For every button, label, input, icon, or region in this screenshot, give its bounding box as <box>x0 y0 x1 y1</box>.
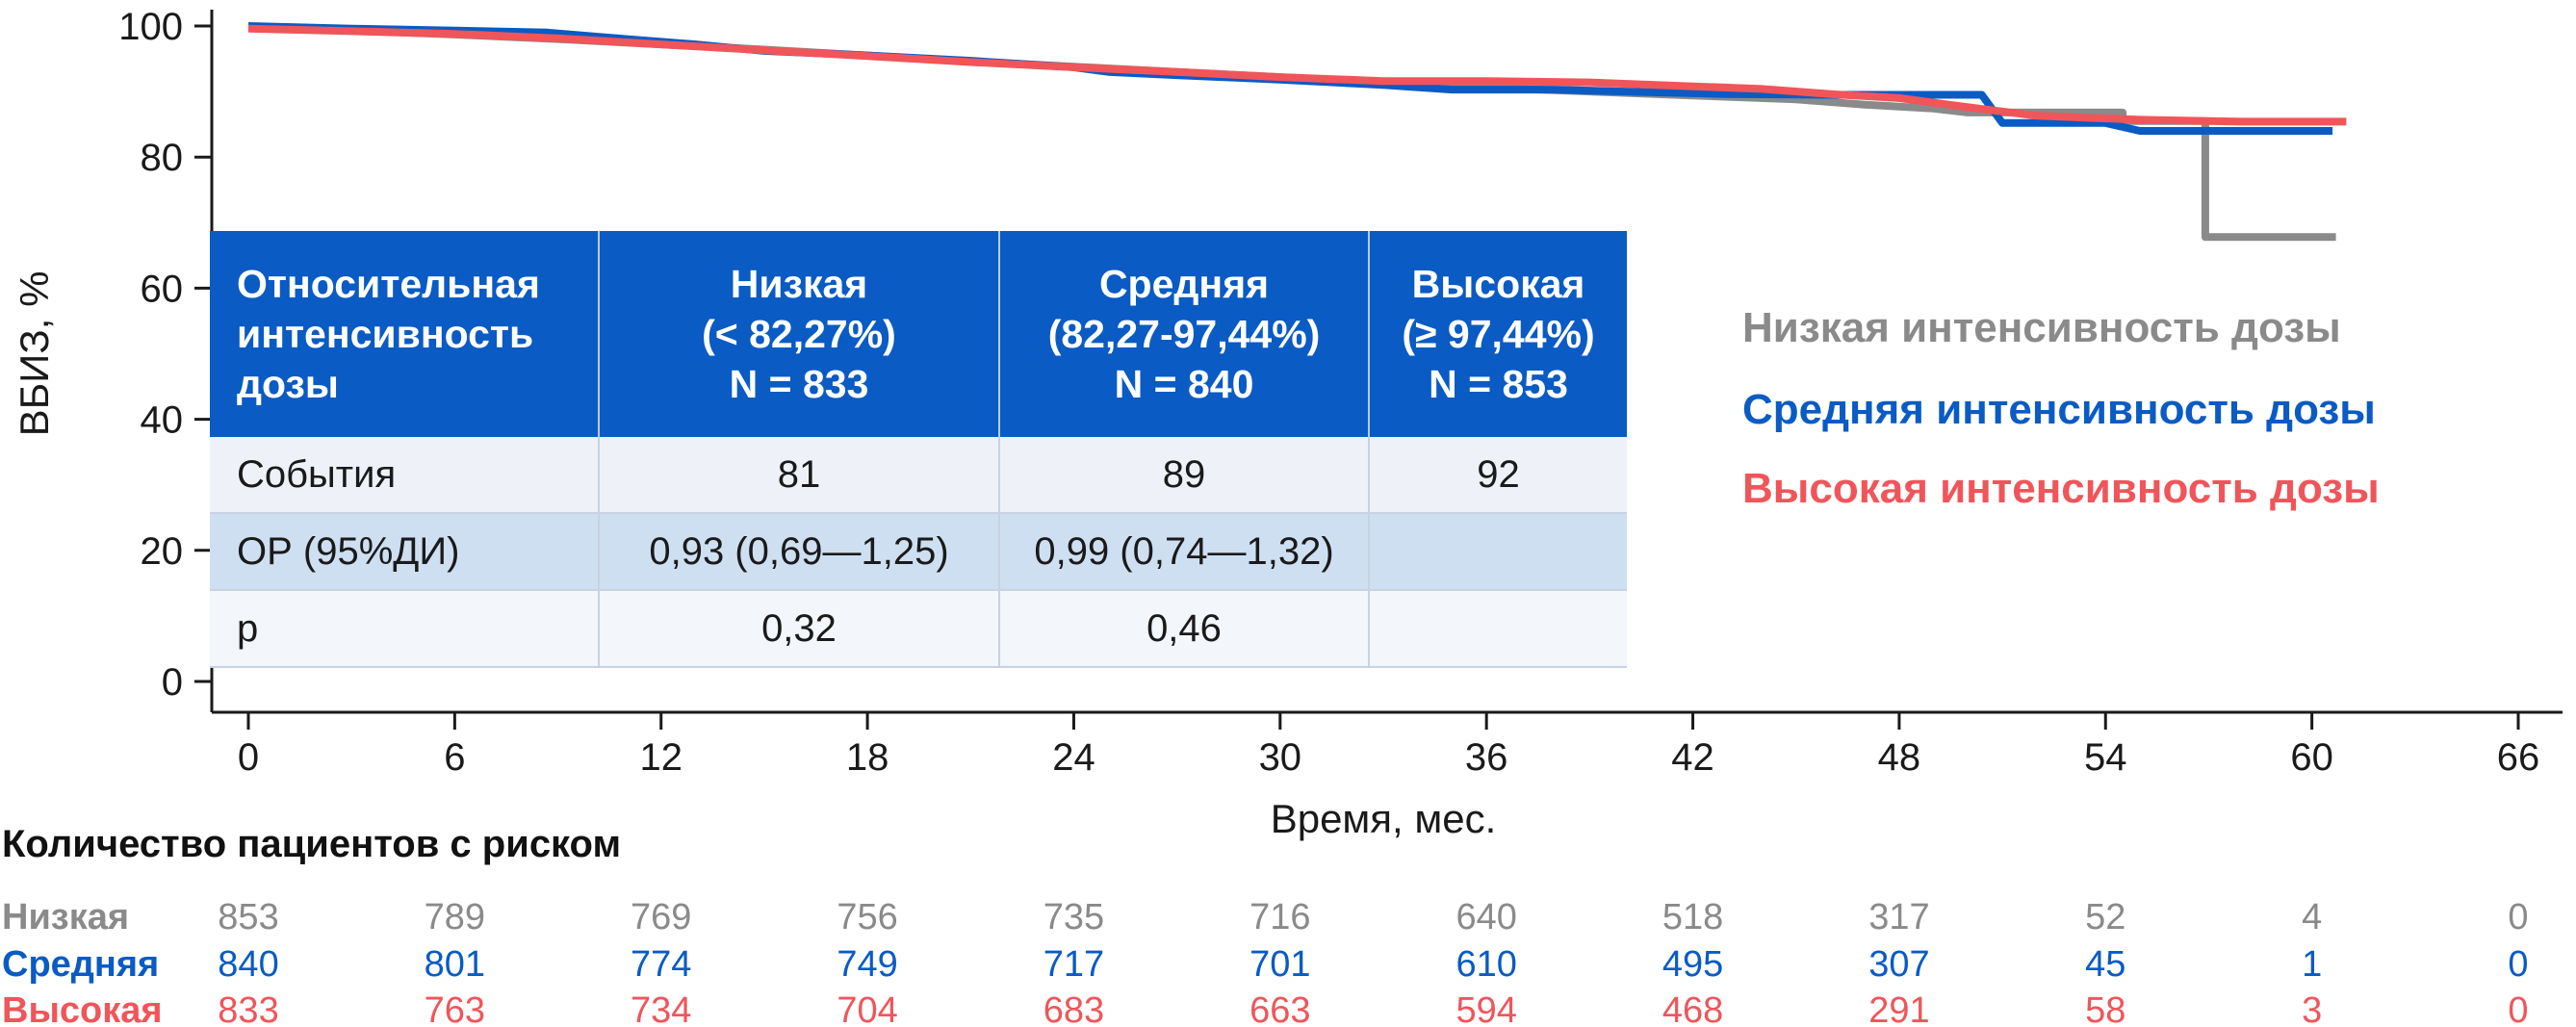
risk-count: 717 <box>1043 944 1104 985</box>
x-tick-label: 12 <box>639 736 683 779</box>
risk-count: 518 <box>1662 897 1723 937</box>
x-axis-title: Время, мес. <box>1271 796 1497 841</box>
risk-count: 663 <box>1249 990 1310 1027</box>
axes: 0 20 40 60 80 100 0 6 12 18 24 30 36 42 48 54 60 66 Время,… <box>12 6 2563 841</box>
x-tick-label: 60 <box>2290 736 2333 779</box>
risk-count: 4 <box>2302 897 2322 937</box>
stats-header-row: Относительная интенсивность дозы Низкая (< … <box>210 231 1627 437</box>
stats-row: p 0,32 0,46 <box>210 590 1627 668</box>
stats-row: События 81 89 92 <box>210 437 1627 514</box>
stats-cell: 92 <box>1369 437 1627 514</box>
stats-cell: 89 <box>999 437 1370 514</box>
risk-count: 58 <box>2085 990 2125 1027</box>
stats-header-cell: Низкая (< 82,27%) N = 833 <box>599 231 1000 437</box>
y-tick-label: 40 <box>141 399 184 442</box>
x-tick-label: 54 <box>2084 736 2127 779</box>
risk-count: 801 <box>425 944 485 985</box>
risk-count: 317 <box>1868 897 1929 937</box>
series-line <box>247 24 2347 126</box>
risk-count: 789 <box>425 897 485 937</box>
risk-row-label: Средняя <box>2 944 159 985</box>
risk-count: 610 <box>1455 944 1516 985</box>
legend-entry: Высокая интенсивность дозы <box>1742 465 2380 512</box>
stats-table: Относительная интенсивность дозы Низкая (< … <box>210 231 1627 668</box>
stats-cell: 81 <box>599 437 1000 514</box>
risk-count: 0 <box>2508 990 2528 1027</box>
risk-count: 833 <box>218 990 278 1027</box>
legend: Низкая интенсивность дозы Средняя интенси… <box>1742 304 2380 512</box>
risk-table-title: Количество пациентов с риском <box>2 823 621 865</box>
y-tick-label: 60 <box>141 268 184 310</box>
risk-count: 734 <box>631 990 691 1027</box>
legend-entry: Низкая интенсивность дозы <box>1742 304 2341 351</box>
risk-count: 756 <box>837 897 897 937</box>
y-axis-title: ВБИЗ, % <box>12 271 57 437</box>
y-tick-label: 100 <box>118 6 183 48</box>
stats-header-cell: Относительная интенсивность дозы <box>210 231 600 437</box>
series-line <box>247 23 2336 242</box>
stats-cell: 0,32 <box>599 590 1000 668</box>
risk-count: 52 <box>2085 897 2125 937</box>
risk-count: 749 <box>837 944 897 985</box>
x-tick-label: 30 <box>1259 736 1302 779</box>
risk-count: 0 <box>2508 897 2528 937</box>
x-tick-label: 66 <box>2497 736 2540 779</box>
stats-row: ОР (95%ДИ) 0,93 (0,69—1,25) 0,99 (0,74—1… <box>210 513 1627 591</box>
x-tick-label: 48 <box>1878 736 1921 779</box>
risk-count: 307 <box>1868 944 1929 985</box>
stats-cell: События <box>210 437 600 514</box>
series-lines <box>247 22 2347 242</box>
x-tick-label: 36 <box>1465 736 1508 779</box>
stats-cell: 0,93 (0,69—1,25) <box>599 513 1000 591</box>
stats-cell: 0,46 <box>999 590 1370 668</box>
stats-header-cell: Средняя (82,27-97,44%) N = 840 <box>999 231 1370 437</box>
stats-header-cell: Высокая (≥ 97,44%) N = 853 <box>1369 231 1627 437</box>
x-tick-label: 0 <box>238 736 259 779</box>
risk-row-label: Низкая <box>2 897 129 937</box>
x-tick-label: 6 <box>444 736 465 779</box>
stats-cell: 0,99 (0,74—1,32) <box>999 513 1370 591</box>
risk-count: 716 <box>1249 897 1310 937</box>
y-tick-label: 80 <box>141 137 184 179</box>
risk-row-label: Высокая <box>2 990 163 1027</box>
stats-cell: p <box>210 590 600 668</box>
risk-count: 769 <box>631 897 691 937</box>
risk-count: 0 <box>2508 944 2528 985</box>
risk-count: 701 <box>1249 944 1310 985</box>
legend-entry: Средняя интенсивность дозы <box>1742 386 2376 433</box>
risk-count: 468 <box>1662 990 1723 1027</box>
risk-count: 683 <box>1043 990 1104 1027</box>
y-tick-label: 20 <box>141 530 184 573</box>
risk-count: 704 <box>837 990 897 1027</box>
risk-count: 853 <box>218 897 278 937</box>
risk-count: 763 <box>425 990 485 1027</box>
stats-cell <box>1369 590 1627 668</box>
stats-cell <box>1369 513 1627 591</box>
x-tick-label: 24 <box>1052 736 1095 779</box>
risk-table: Количество пациентов с риском Низкая 853 78… <box>2 823 2529 1027</box>
risk-count: 594 <box>1455 990 1516 1027</box>
risk-count: 291 <box>1868 990 1929 1027</box>
risk-count: 774 <box>631 944 691 985</box>
stats-cell: ОР (95%ДИ) <box>210 513 600 591</box>
risk-count: 735 <box>1043 897 1104 937</box>
risk-count: 640 <box>1455 897 1516 937</box>
risk-count: 3 <box>2302 990 2322 1027</box>
risk-count: 1 <box>2302 944 2322 985</box>
risk-count: 840 <box>218 944 278 985</box>
x-tick-label: 42 <box>1671 736 1714 779</box>
x-tick-label: 18 <box>846 736 889 779</box>
risk-count: 45 <box>2085 944 2125 985</box>
y-tick-label: 0 <box>162 661 183 704</box>
risk-count: 495 <box>1662 944 1723 985</box>
